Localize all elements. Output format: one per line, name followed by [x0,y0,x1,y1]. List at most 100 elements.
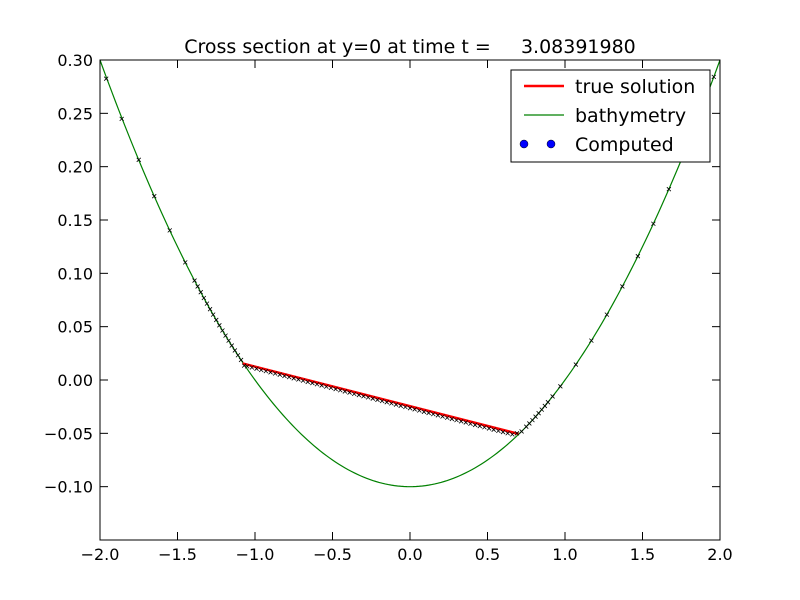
computed-point [195,284,200,289]
computed-point [249,365,255,370]
computed-point [651,221,656,227]
computed-point [342,389,348,394]
computed-point [477,423,483,429]
computed-point [430,411,436,417]
x-tick-label: −1.5 [158,545,197,564]
computed-point [198,289,204,295]
y-tick-label: 0.30 [57,51,93,70]
x-tick-label: 2.0 [707,545,732,564]
computed-point [604,312,610,317]
computed-point [324,384,329,389]
plot-frame [99,59,721,541]
computed-point [223,333,228,338]
y-tick-label: −0.05 [44,424,93,443]
y-tick-label: 0.15 [57,211,93,230]
computed-point [351,391,357,397]
computed-point [201,295,207,301]
computed-point [226,338,231,343]
computed-point [151,193,157,199]
x-tick-label: −0.5 [313,545,352,564]
computed-point [510,432,515,437]
computed-point [238,357,244,363]
computed-point [440,414,445,419]
computed-point [620,284,625,289]
computed-point [449,416,455,422]
computed-point [361,393,366,399]
computed-point [486,426,492,431]
computed-point [333,386,338,392]
legend-label-computed: Computed [575,134,674,156]
axis-tick-labels: −2.0 −1.5 −1.0 −0.5 0.0 0.5 1.0 1.5 2.0 0.30 0.25 0… [44,51,733,564]
computed-point [217,322,222,328]
computed-point [235,352,241,358]
computed-point [347,390,352,395]
y-tick-label: −0.10 [44,478,93,497]
computed-point [296,377,301,382]
computed-point [573,362,579,367]
computed-point [213,317,219,323]
computed-point [393,402,399,407]
computed-point [204,301,210,306]
legend-swatch-computed-dot-2 [546,139,556,149]
computed-point [300,378,306,383]
legend-label-true-solution: true solution [575,76,695,98]
computed-point [286,374,292,380]
computed-point [136,157,142,163]
computed-point [589,338,594,343]
legend: true solution bathymetry Computed [510,69,711,163]
computed-point [258,367,264,373]
computed-point [220,328,225,333]
y-tick-label: 0.10 [57,264,93,283]
computed-point [412,407,417,412]
computed-point [119,116,124,122]
axis-ticks [99,59,721,540]
computed-point [666,186,672,192]
x-tick-label: −1.0 [236,545,275,564]
computed-point [539,407,545,412]
computed-point [468,421,473,427]
computed-point [491,427,496,432]
computed-point [463,420,469,425]
computed-point [403,404,408,410]
computed-point [337,387,343,393]
computed-point [398,403,403,409]
plot-content [100,60,720,488]
computed-point [505,430,510,436]
computed-point [519,429,524,434]
computed-point [210,312,216,317]
computed-point [232,348,238,353]
computed-point [207,306,213,312]
y-tick-label: 0.05 [57,318,93,337]
x-tick-label: 1.5 [630,545,655,564]
computed-point [263,368,269,374]
computed-point [356,392,362,398]
computed-point [407,405,413,411]
x-tick-label: −2.0 [81,545,120,564]
computed-point [635,253,641,259]
computed-point [254,366,259,371]
computed-point [496,428,501,434]
computed-point [319,383,324,388]
computed-point [103,76,109,81]
computed-point [417,408,422,413]
computed-point [272,371,278,376]
computed-point [472,422,478,428]
computed-point [514,431,520,436]
y-tick-label: 0.20 [57,158,93,177]
computed-point [244,364,250,369]
computed-point [454,417,459,423]
computed-point [711,74,717,80]
computed-point [291,376,297,381]
computed-point [229,343,235,348]
y-tick-label: 0.00 [57,371,93,390]
computed-point [375,397,380,403]
computed-point [421,409,427,415]
computed-point [384,399,390,405]
x-tick-label: 0.0 [397,545,422,564]
computed-point [379,398,385,404]
legend-label-bathymetry: bathymetry [575,105,686,127]
computed-point [558,384,563,389]
computed-point [305,379,310,385]
chart-title: Cross section at y=0 at time t = 3.08391… [184,36,636,58]
computed-point [268,370,273,375]
